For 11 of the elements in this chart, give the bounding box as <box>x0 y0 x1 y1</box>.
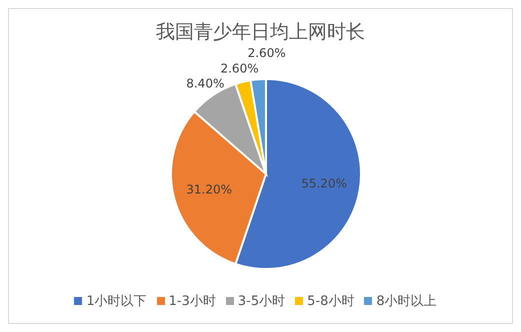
data-label: 55.20% <box>301 176 347 191</box>
legend-label: 8小时以上 <box>376 294 437 309</box>
legend-label: 5-8小时 <box>307 294 354 309</box>
legend-label: 3-5小时 <box>238 294 286 309</box>
legend-label: 1-3小时 <box>168 294 216 309</box>
chart-title: 我国青少年日均上网时长 <box>155 20 366 45</box>
legend-label: 1小时以下 <box>86 294 147 309</box>
data-label: 31.20% <box>186 182 232 196</box>
data-label: 2.60% <box>220 61 259 76</box>
data-label: 8.40% <box>186 76 224 90</box>
data-label: 2.60% <box>248 46 286 60</box>
